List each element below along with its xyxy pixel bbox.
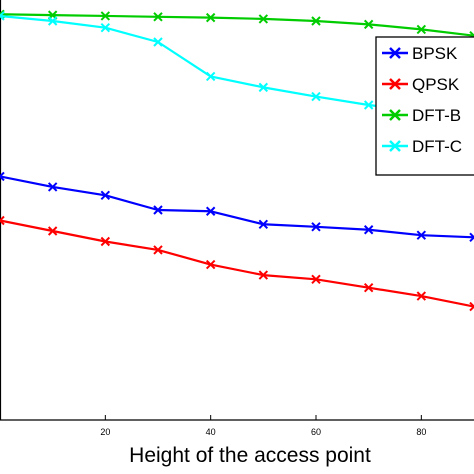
data-point-marker [0,171,5,182]
data-point-marker [100,190,111,201]
data-point-marker [0,215,5,226]
axes: 20 40 60 80 [0,0,474,437]
x-tick-label: 60 [311,427,321,437]
data-point-marker [363,282,374,293]
data-point-marker [153,205,163,215]
legend-label: BPSK [412,44,458,63]
legend-box [375,36,474,176]
data-point-marker [205,259,216,270]
legend-entry: DFT-B [382,106,461,125]
data-point-marker [153,245,163,255]
legend: BPSK QPSK DFT-B DFT-C [375,36,474,176]
legend-entry: DFT-C [382,137,462,156]
data-point-marker [416,291,427,301]
data-point-marker [0,11,5,21]
series-dft-b [0,9,474,41]
data-point-marker [100,236,111,247]
series-line [0,175,474,239]
legend-entry: BPSK [382,44,458,63]
data-point-marker [311,274,321,285]
data-point-marker [258,219,269,229]
data-point-marker [100,11,111,21]
data-point-marker [469,232,474,243]
data-point-marker [205,71,216,82]
data-point-marker [311,16,321,26]
series-qpsk [0,215,474,312]
data-point-marker [205,12,216,23]
x-axis-label: Height of the access point [129,444,371,467]
data-point-marker [258,82,269,93]
legend-label: QPSK [412,75,460,94]
data-point-marker [416,24,427,35]
data-point-marker [258,14,269,24]
data-point-marker [311,91,321,102]
data-point-marker [47,16,58,26]
x-tick-label: 80 [416,427,426,437]
data-point-marker [363,100,374,110]
series-line [0,13,474,37]
legend-label: DFT-C [412,137,462,156]
legend-entry: QPSK [382,75,460,94]
data-point-marker [311,222,321,232]
data-point-marker [469,301,474,312]
data-point-marker [258,270,269,280]
data-point-marker [153,37,163,47]
data-point-marker [205,206,216,216]
series-bpsk [0,171,474,243]
data-point-marker [100,23,111,33]
data-point-marker [363,19,374,30]
legend-label: DFT-B [412,106,461,125]
series-line [0,219,474,308]
data-point-marker [416,230,427,240]
data-point-marker [153,12,163,22]
data-point-marker [47,226,58,236]
data-point-marker [363,225,374,235]
data-point-marker [47,182,58,192]
x-tick-label: 40 [206,427,216,437]
x-tick-label: 20 [100,427,110,437]
